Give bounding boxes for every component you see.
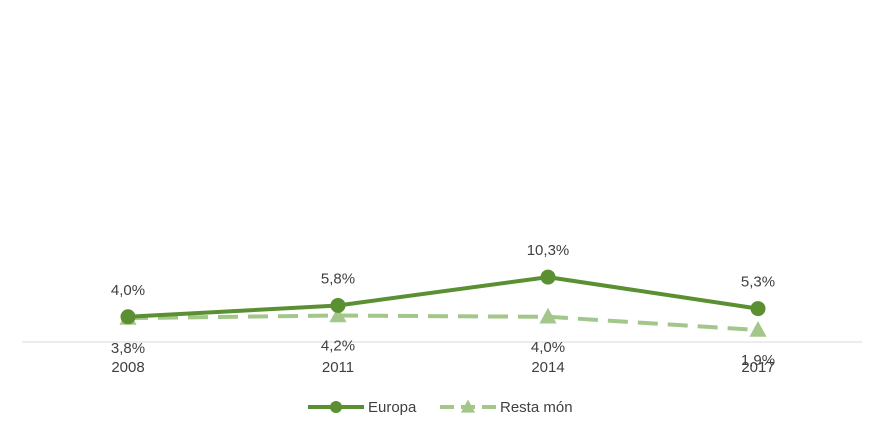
x-tick-label: 2008 — [111, 359, 144, 376]
data-label: 5,3% — [741, 274, 775, 291]
series-line-resta-m-n — [127, 313, 759, 333]
data-label: 3,8% — [111, 340, 145, 357]
x-tick-layer: 2008 2011 2014 2017 — [111, 359, 774, 376]
data-label: 10,3% — [527, 242, 570, 259]
series-line-europa — [127, 275, 759, 319]
marker-resta-m-n-2017 — [749, 321, 767, 337]
marker-resta-m-n-2011 — [329, 306, 347, 323]
data-label: 1,9% — [741, 352, 775, 369]
data-label-layer: 4,0% 5,8% 10,3% 5,3% 3,8% 4,2% 4,0% 1,9% — [111, 242, 775, 369]
legend-item-resta-m-n: Resta món — [440, 399, 573, 416]
x-tick-label: 2017 — [741, 359, 774, 376]
legend-swatch-marker — [330, 401, 342, 413]
x-tick-label: 2011 — [322, 359, 354, 376]
data-label: 4,0% — [111, 282, 145, 299]
data-label: 4,2% — [321, 338, 355, 355]
marker-resta-m-n-2014 — [539, 307, 557, 324]
marker-europa-2008 — [120, 309, 136, 325]
data-label: 5,8% — [321, 270, 355, 287]
marker-europa-2014 — [540, 269, 556, 285]
marker-europa-2011 — [330, 297, 346, 313]
marker-europa-2017 — [750, 301, 766, 317]
legend-swatch-marker — [460, 399, 476, 413]
x-tick-label: 2014 — [531, 359, 564, 376]
legend-label: Resta món — [500, 399, 573, 416]
series-layer — [119, 269, 767, 337]
legend-item-europa: Europa — [308, 399, 417, 416]
data-label: 4,0% — [531, 339, 565, 356]
legend: Europa Resta món — [308, 399, 573, 416]
legend-label: Europa — [368, 399, 417, 416]
